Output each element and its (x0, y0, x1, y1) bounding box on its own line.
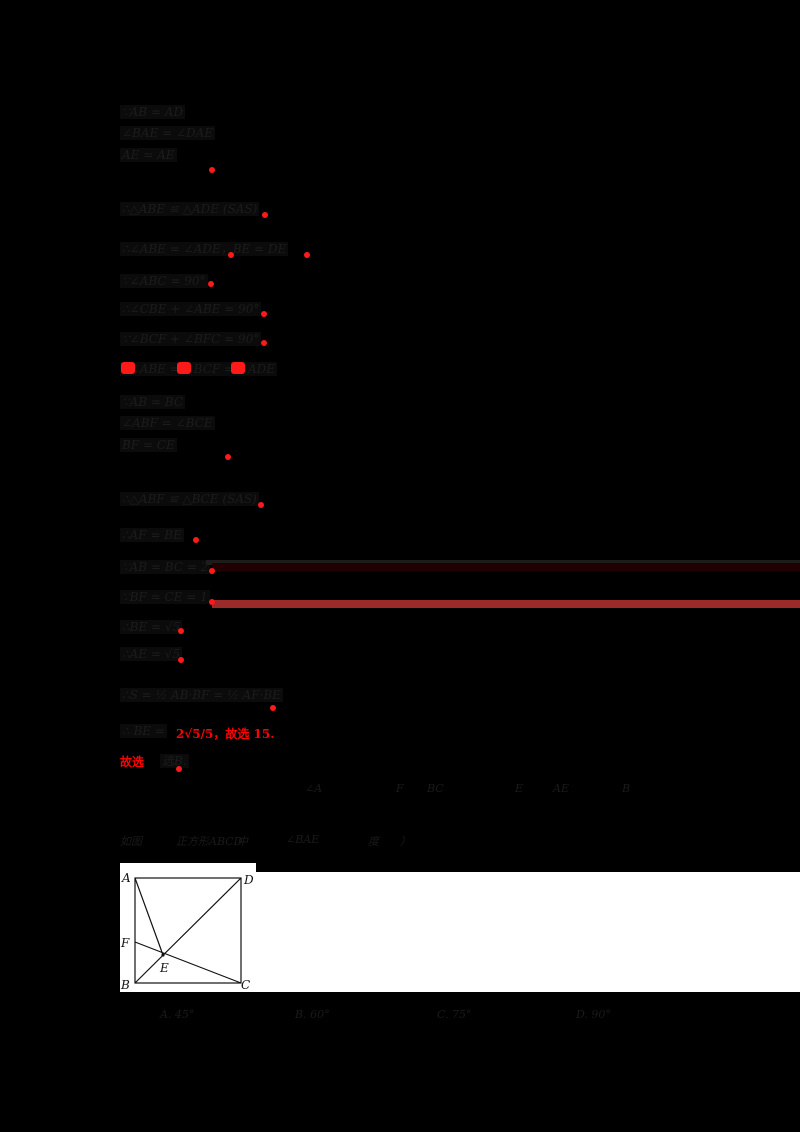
choice-d[interactable]: D. 90° (576, 1008, 611, 1021)
answer-choices: A. 45° B. 60° C. 75° D. 90° (0, 1008, 800, 1026)
proof-line: ∴AE = √5 (120, 647, 183, 661)
label-C: C (241, 978, 250, 992)
proof-line: ∴ BE = (120, 724, 167, 738)
proof-line: ∵AB = BC = 2 (120, 560, 211, 574)
proof-line: ∴BE = √5 (120, 620, 183, 634)
proof-line: ∵∠BCF + ∠BFC = 90° (120, 332, 262, 346)
divider-bar (212, 600, 800, 608)
proof-line: ∵AB = AD (120, 105, 186, 119)
choice-b[interactable]: B. 60° (295, 1008, 330, 1021)
red-marker (231, 362, 245, 374)
figure-panel: A D F E B C (120, 863, 256, 992)
proof-line: 选B. (160, 754, 189, 768)
proof-line: ∴∠ABE = ∠BCF = ∠ADE (120, 362, 278, 376)
answer-conclusion: 故选 (120, 755, 145, 769)
step-marker (209, 167, 215, 173)
step-marker (270, 705, 276, 711)
label-A: A (121, 871, 131, 885)
proof-line: ∴S = ½ AB·BF = ½ AF·BE (120, 688, 283, 702)
step-marker (261, 311, 267, 317)
step-marker (228, 252, 234, 258)
answer-highlight: 2√5/5，故选 15. (176, 727, 275, 741)
step-marker (178, 628, 184, 634)
step-marker (258, 502, 264, 508)
divider-bar (212, 563, 800, 571)
step-marker (262, 212, 268, 218)
red-marker (121, 362, 135, 374)
question-row: ∠A F BC E AE B (305, 782, 631, 795)
label-B: B (120, 978, 130, 992)
label-E: E (159, 961, 169, 975)
proof-line: ∴∠ABE = ∠ADE，BE = DE (120, 242, 289, 256)
square-figure: A D F E B C (120, 871, 254, 992)
proof-line: ∠ABF = ∠BCE (120, 416, 215, 430)
proof-line: ∴AF = BE (120, 528, 184, 542)
proof-line: ∠BAE = ∠DAE (120, 126, 216, 140)
red-marker (177, 362, 191, 374)
divider-bar (206, 560, 800, 565)
question-row: 如图 正方形ABCD 中 ∠BAE 度 ） (120, 833, 411, 848)
step-marker (193, 537, 199, 543)
step-marker (176, 766, 182, 772)
proof-line: BF = CE (120, 438, 177, 452)
step-marker (209, 599, 215, 605)
proof-line: ∵AB = BC (120, 395, 186, 409)
proof-line: ∵BF = CE = 1 (120, 590, 210, 604)
step-marker (209, 568, 215, 574)
proof-line: ∴△ABE ≌ △ADE (SAS) (120, 202, 260, 216)
proof-line: AE = AE (120, 148, 177, 162)
proof-line: ∵∠ABC = 90° (120, 274, 208, 288)
step-marker (304, 252, 310, 258)
choice-c[interactable]: C. 75° (437, 1008, 472, 1021)
step-marker (225, 454, 231, 460)
step-marker (208, 281, 214, 287)
step-marker (178, 657, 184, 663)
proof-line: ∴∠CBE + ∠ABE = 90° (120, 302, 262, 316)
choice-a[interactable]: A. 45° (160, 1008, 195, 1021)
label-D: D (243, 873, 254, 887)
step-marker (261, 340, 267, 346)
label-F: F (120, 936, 130, 950)
proof-line: ∴△ABF ≌ △BCE (SAS) (120, 492, 259, 506)
